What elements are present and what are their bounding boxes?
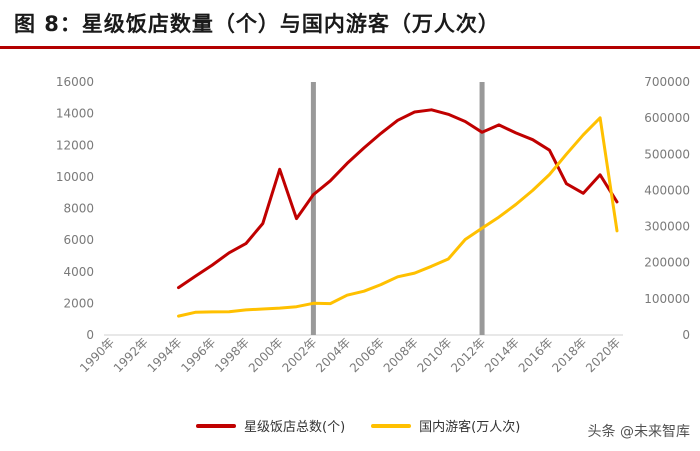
x-tick-label: 2014年 bbox=[482, 335, 522, 375]
x-tick-label: 1990年 bbox=[77, 335, 117, 375]
x-tick-label: 1994年 bbox=[145, 335, 185, 375]
series-lines bbox=[177, 108, 619, 318]
left-tick-label: 6000 bbox=[63, 233, 94, 247]
left-tick-label: 4000 bbox=[63, 265, 94, 279]
left-tick-label: 8000 bbox=[63, 202, 94, 216]
left-tick-label: 2000 bbox=[63, 296, 94, 310]
chart-title: 图 8：星级饭店数量（个）与国内游客（万人次） bbox=[14, 12, 500, 36]
legend-item-tourists: 国内游客(万人次) bbox=[371, 416, 520, 435]
right-tick-label: 700000 bbox=[644, 75, 690, 89]
right-tick-label: 500000 bbox=[644, 147, 690, 161]
legend-swatch-tourists bbox=[371, 423, 412, 428]
right-axis-ticks: 0 100000 200000 300000 400000 500000 600000 700… bbox=[644, 75, 690, 342]
series-line-1 bbox=[177, 116, 619, 318]
x-tick-label: 1992年 bbox=[111, 335, 151, 375]
legend-item-hotels: 星级饭店总数(个) bbox=[196, 416, 345, 435]
title-divider bbox=[0, 46, 700, 49]
x-tick-label: 2002年 bbox=[280, 335, 320, 375]
left-tick-label: 10000 bbox=[56, 170, 94, 184]
x-tick-label: 1998年 bbox=[212, 335, 252, 375]
legend-label-hotels: 星级饭店总数(个) bbox=[244, 420, 346, 435]
left-tick-label: 16000 bbox=[56, 75, 94, 89]
x-tick-label: 1996年 bbox=[178, 335, 218, 375]
left-axis-ticks: 0 2000 4000 6000 8000 10000 12000 14000 16000 bbox=[56, 75, 94, 342]
x-tick-label: 2000年 bbox=[246, 335, 286, 375]
right-tick-label: 300000 bbox=[644, 220, 690, 234]
x-tick-label: 2018年 bbox=[549, 335, 589, 375]
legend: 星级饭店总数(个) 国内游客(万人次) bbox=[196, 416, 546, 435]
x-tick-label: 2006年 bbox=[347, 335, 387, 375]
left-tick-label: 12000 bbox=[56, 138, 94, 152]
right-tick-label: 200000 bbox=[644, 256, 690, 270]
x-tick-label: 2012年 bbox=[448, 335, 488, 375]
right-tick-label: 400000 bbox=[644, 183, 690, 197]
left-tick-label: 14000 bbox=[56, 107, 94, 121]
watermark: 头条 @未来智库 bbox=[587, 424, 690, 440]
x-tick-label: 2010年 bbox=[414, 335, 454, 375]
x-tick-label: 2008年 bbox=[381, 335, 421, 375]
left-tick-label: 0 bbox=[86, 328, 94, 342]
x-tick-label: 2016年 bbox=[516, 335, 556, 375]
reference-lines bbox=[310, 82, 485, 335]
x-tick-label: 2004年 bbox=[313, 335, 353, 375]
right-tick-label: 600000 bbox=[644, 111, 690, 125]
legend-swatch-hotels bbox=[196, 423, 236, 428]
right-tick-label: 0 bbox=[682, 328, 690, 342]
series-line-0 bbox=[177, 108, 619, 290]
x-tick-label: 2020年 bbox=[583, 335, 623, 375]
x-axis-ticks: 1990年1992年1994年1996年1998年2000年2002年2004年… bbox=[77, 335, 623, 375]
legend-label-tourists: 国内游客(万人次) bbox=[419, 420, 521, 435]
right-tick-label: 100000 bbox=[644, 292, 690, 306]
